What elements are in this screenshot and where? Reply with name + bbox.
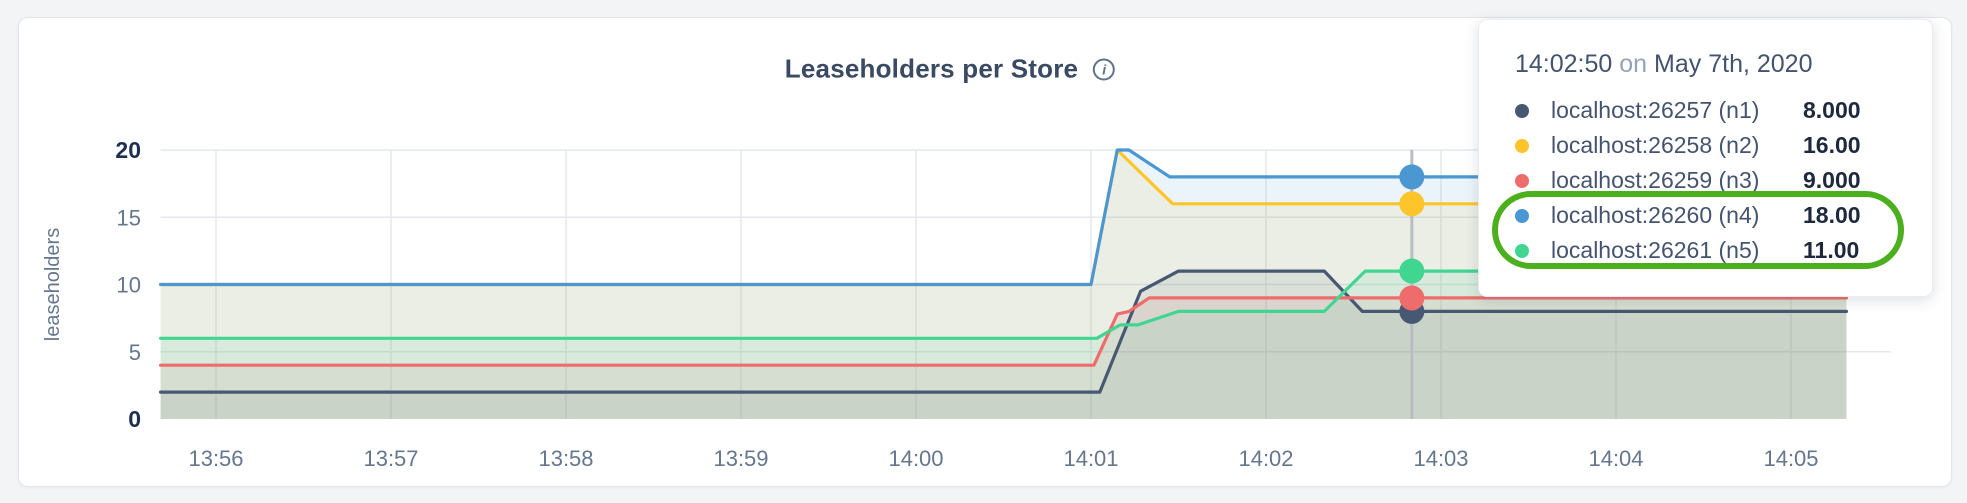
hover-dot: [1399, 164, 1425, 190]
area-series: [160, 271, 1847, 419]
series-value: 8.000: [1803, 97, 1861, 123]
y-tick-label: 10: [117, 273, 141, 298]
series-label: localhost:26259 (n3): [1551, 167, 1760, 193]
series-dot: [1515, 173, 1529, 188]
area-series: [160, 297, 1847, 419]
hover-dot: [1399, 191, 1425, 217]
hover-tooltip: 14:02:50 on May 7th, 2020 localhost:2625…: [1478, 19, 1933, 297]
series-dot: [1515, 208, 1529, 223]
y-axis-title: leaseholders: [42, 228, 64, 341]
x-tick-label: 14:01: [1063, 446, 1118, 471]
tooltip-row: localhost:26257 (n1) 8.000: [1515, 93, 1932, 128]
x-tick-label: 14:05: [1763, 446, 1818, 471]
x-tick-label: 14:02: [1238, 446, 1293, 471]
x-tick-label: 13:58: [538, 446, 593, 471]
series-dot: [1515, 243, 1529, 258]
y-tick-label: 20: [115, 137, 141, 163]
series-label: localhost:26257 (n1): [1551, 97, 1760, 123]
tooltip-date: May 7th, 2020: [1654, 50, 1813, 78]
x-tick-label: 14:03: [1413, 446, 1468, 471]
chart-card: 0 5 10 15 20 13:56 13:57 13:58 13:59 14:00 14:01 14…: [18, 17, 1952, 487]
series-value: 16.00: [1803, 132, 1861, 158]
tooltip-rows: localhost:26257 (n1) 8.000 localhost:26258…: [1515, 93, 1932, 268]
tooltip-connector: on: [1619, 50, 1648, 78]
line-series: [159, 269, 1848, 340]
info-icon[interactable]: i: [1093, 58, 1116, 80]
chart-title: Leaseholders per Store: [784, 53, 1079, 84]
hover-dot: [1399, 258, 1425, 284]
tooltip-timestamp: 14:02:50 on May 7th, 2020: [1515, 50, 1932, 79]
leaseholders-chart[interactable]: 0 5 10 15 20 13:56 13:57 13:58 13:59 14:00 14:01 14…: [19, 18, 1951, 486]
area-series: [160, 271, 1847, 419]
series-value: 11.00: [1803, 237, 1860, 263]
hover-dot: [1399, 285, 1425, 311]
x-tick-label: 13:57: [363, 446, 418, 471]
y-tick-label: 5: [129, 340, 141, 365]
tooltip-row: localhost:26258 (n2) 16.00: [1515, 128, 1932, 163]
line-series: [159, 148, 1848, 287]
x-tick-label: 14:04: [1588, 446, 1643, 471]
x-tick-label: 13:56: [188, 446, 243, 471]
tooltip-row: localhost:26259 (n3) 9.000: [1515, 163, 1932, 198]
series-dot: [1515, 103, 1529, 118]
tooltip-row: localhost:26260 (n4) 18.00: [1515, 198, 1932, 233]
series-label: localhost:26260 (n4): [1551, 202, 1760, 228]
series-label: localhost:26258 (n2): [1551, 132, 1760, 158]
line-series: [159, 296, 1848, 367]
line-series: [159, 269, 1848, 394]
tooltip-time: 14:02:50: [1515, 50, 1613, 78]
series-value: 9.000: [1803, 167, 1861, 193]
series-label: localhost:26261 (n5): [1551, 237, 1760, 263]
y-tick-label: 15: [117, 205, 141, 230]
series-dot: [1515, 138, 1529, 153]
tooltip-row: localhost:26261 (n5) 11.00: [1515, 233, 1932, 268]
y-tick-label: 0: [128, 406, 141, 432]
series-value: 18.00: [1803, 202, 1861, 228]
x-tick-label: 14:00: [888, 446, 943, 471]
x-tick-label: 13:59: [713, 446, 768, 471]
